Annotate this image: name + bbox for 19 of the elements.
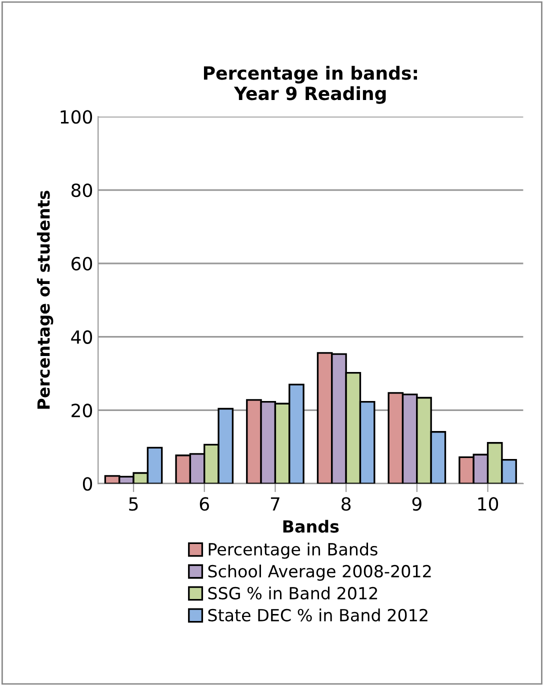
legend-label: SSG % in Band 2012	[208, 586, 378, 600]
x-tick-label: 10	[478, 497, 498, 511]
x-tick-label: 9	[412, 497, 422, 511]
y-tick-label: 20	[72, 404, 92, 418]
legend-label: Percentage in Bands	[208, 542, 378, 559]
y-tick-label: 60	[72, 256, 92, 271]
y-axis-title: Percentage of students	[36, 190, 54, 409]
x-tick-label: 8	[342, 497, 351, 511]
x-axis-title: Bands	[283, 520, 339, 533]
x-tick-label: 7	[270, 497, 280, 511]
y-tick-label: 40	[71, 330, 92, 344]
x-tick-label: 5	[129, 497, 138, 511]
x-tick-label: 6	[200, 497, 209, 511]
y-tick-label: 80	[71, 183, 92, 198]
legend-label: State DEC % in Band 2012	[208, 608, 428, 622]
legend-label: School Average 2008-2012	[208, 564, 431, 581]
chart-title: Percentage in bands: Year 9 Reading	[204, 66, 417, 104]
y-tick-label: 100	[60, 110, 92, 124]
y-tick-label: 0	[82, 477, 92, 491]
